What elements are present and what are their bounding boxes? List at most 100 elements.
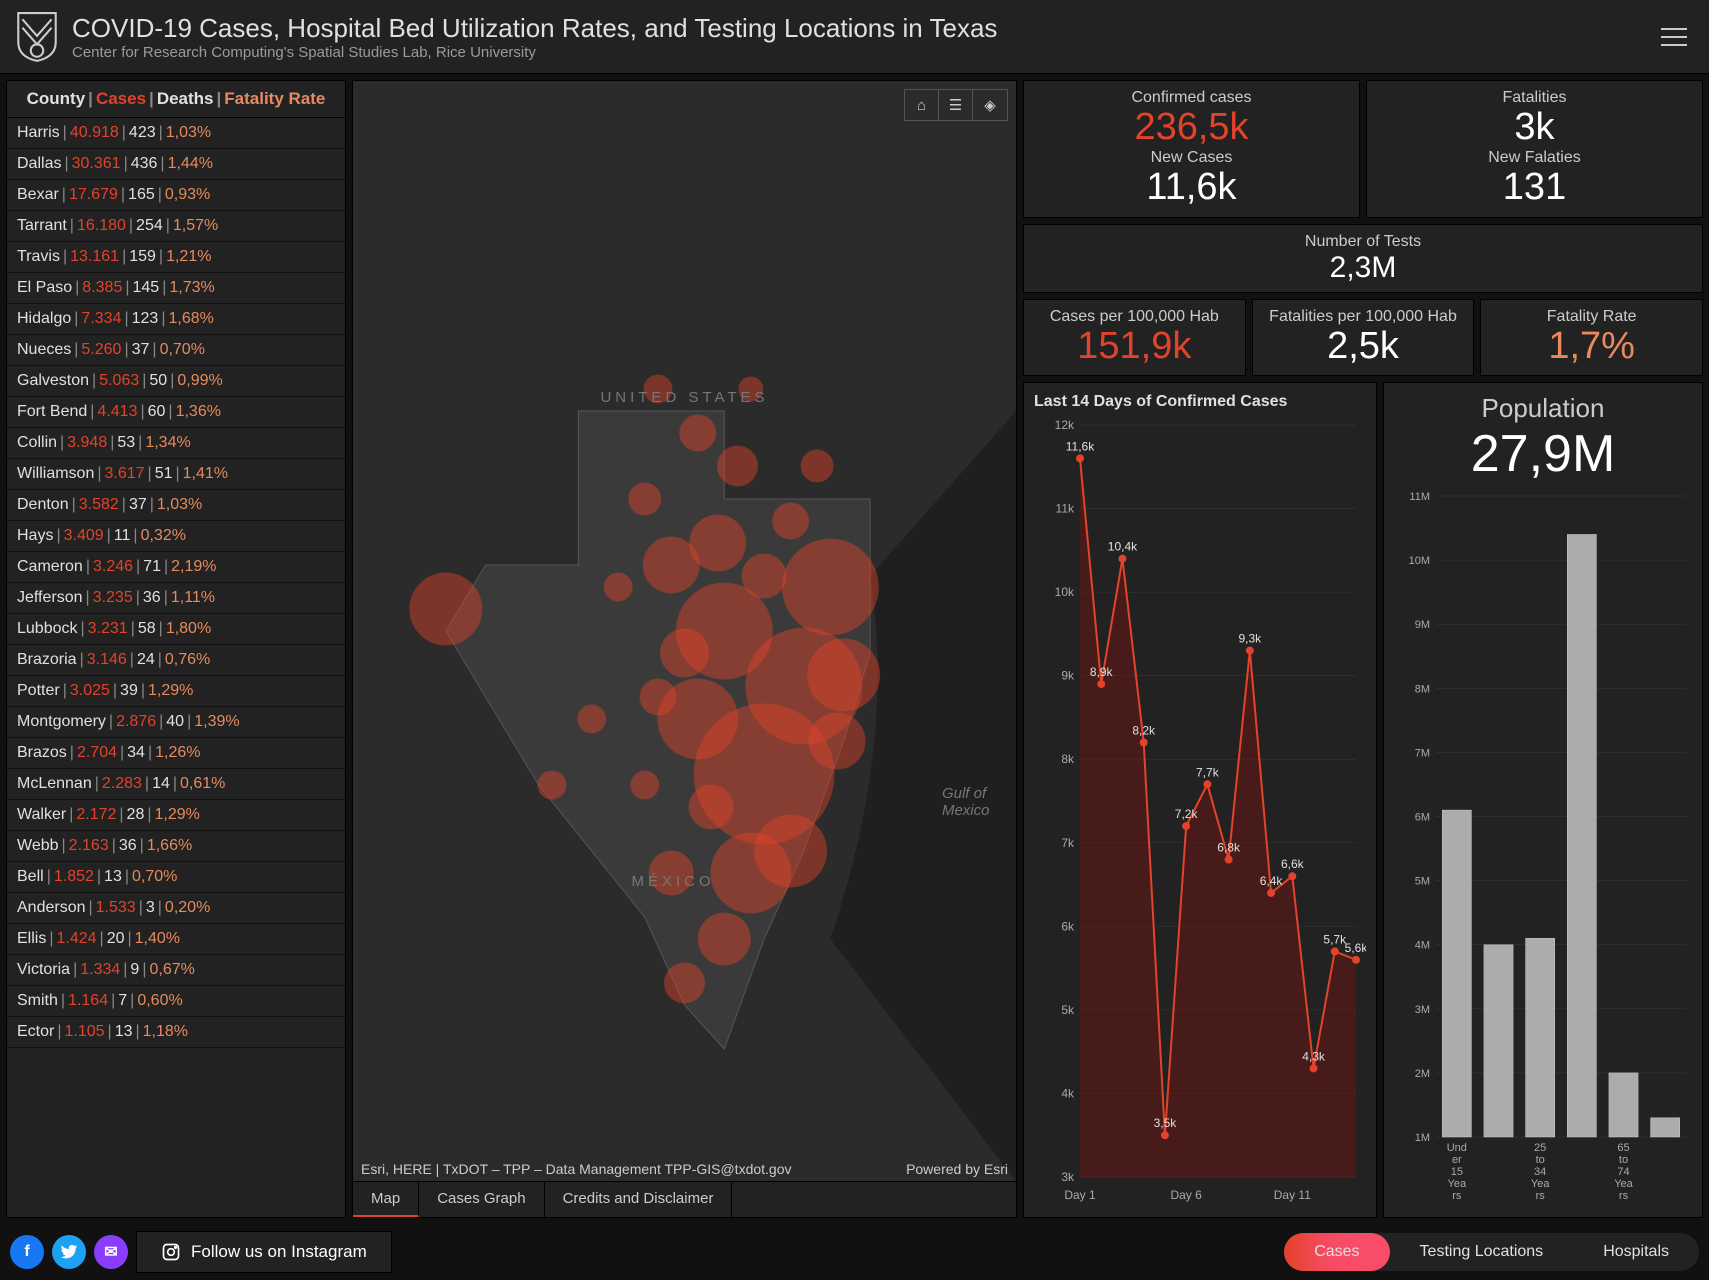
county-row[interactable]: Tarrant|16.180|254|1,57% xyxy=(7,211,345,242)
map-label-gulf: Gulf of Mexico xyxy=(942,785,990,819)
fatper-label: Fatalities per 100,000 Hab xyxy=(1263,308,1464,326)
svg-text:to: to xyxy=(1536,1154,1545,1166)
population-box: Population 27,9M 1M2M3M4M5M6M7M8M9M10M11… xyxy=(1383,382,1703,1218)
svg-text:6,6k: 6,6k xyxy=(1281,858,1305,872)
svg-text:Yea: Yea xyxy=(1614,1178,1633,1190)
segment-testing-locations[interactable]: Testing Locations xyxy=(1390,1233,1574,1271)
fatper-box: Fatalities per 100,000 Hab 2,5k xyxy=(1252,299,1475,377)
county-row[interactable]: Brazoria|3.146|24|0,76% xyxy=(7,645,345,676)
county-row[interactable]: Hays|3.409|11|0,32% xyxy=(7,521,345,552)
county-row[interactable]: Galveston|5.063|50|0,99% xyxy=(7,366,345,397)
svg-text:9M: 9M xyxy=(1415,620,1430,632)
map-attribution: Esri, HERE | TxDOT – TPP – Data Manageme… xyxy=(361,1161,1008,1177)
county-row[interactable]: Brazos|2.704|34|1,26% xyxy=(7,738,345,769)
instagram-button[interactable]: Follow us on Instagram xyxy=(136,1231,392,1273)
svg-text:5k: 5k xyxy=(1061,1003,1075,1017)
population-value: 27,9M xyxy=(1394,424,1692,484)
map-tab[interactable]: Cases Graph xyxy=(419,1182,544,1217)
segment-hospitals[interactable]: Hospitals xyxy=(1573,1233,1699,1271)
county-row[interactable]: Potter|3.025|39|1,29% xyxy=(7,676,345,707)
county-row[interactable]: Collin|3.948|53|1,34% xyxy=(7,428,345,459)
svg-text:6k: 6k xyxy=(1061,920,1075,934)
county-row[interactable]: Williamson|3.617|51|1,41% xyxy=(7,459,345,490)
county-row[interactable]: Hidalgo|7.334|123|1,68% xyxy=(7,304,345,335)
texas-map[interactable] xyxy=(353,81,1016,1181)
county-row[interactable]: El Paso|8.385|145|1,73% xyxy=(7,273,345,304)
county-row[interactable]: Ector|1.105|13|1,18% xyxy=(7,1017,345,1048)
svg-text:9k: 9k xyxy=(1061,669,1075,683)
svg-text:6,4k: 6,4k xyxy=(1260,874,1284,888)
svg-text:to: to xyxy=(1619,1154,1628,1166)
confirmed-value: 236,5k xyxy=(1034,107,1349,149)
svg-text:5,7k: 5,7k xyxy=(1323,933,1347,947)
county-row[interactable]: Webb|2.163|36|1,66% xyxy=(7,831,345,862)
county-row[interactable]: Harris|40.918|423|1,03% xyxy=(7,118,345,149)
county-row[interactable]: Cameron|3.246|71|2,19% xyxy=(7,552,345,583)
svg-text:rs: rs xyxy=(1619,1190,1629,1202)
county-row[interactable]: Montgomery|2.876|40|1,39% xyxy=(7,707,345,738)
county-row[interactable]: Walker|2.172|28|1,29% xyxy=(7,800,345,831)
fatrate-value: 1,7% xyxy=(1491,326,1692,368)
right-panel: Confirmed cases 236,5k New Cases 11,6k F… xyxy=(1023,80,1703,1218)
county-row[interactable]: Fort Bend|4.413|60|1,36% xyxy=(7,397,345,428)
newcases-label: New Cases xyxy=(1034,149,1349,167)
page-title: COVID-19 Cases, Hospital Bed Utilization… xyxy=(72,13,1647,44)
svg-text:4,3k: 4,3k xyxy=(1302,1050,1326,1064)
view-segment-control: CasesTesting LocationsHospitals xyxy=(1284,1233,1699,1271)
county-row[interactable]: Lubbock|3.231|58|1,80% xyxy=(7,614,345,645)
county-panel: County|Cases|Deaths|Fatality Rate Harris… xyxy=(6,80,346,1218)
facebook-button[interactable]: f xyxy=(10,1235,44,1269)
population-title: Population xyxy=(1394,393,1692,424)
svg-text:8M: 8M xyxy=(1415,684,1430,696)
casesper-label: Cases per 100,000 Hab xyxy=(1034,308,1235,326)
fatalities-value: 3k xyxy=(1377,107,1692,149)
county-row[interactable]: Travis|13.161|159|1,21% xyxy=(7,242,345,273)
map-home-button[interactable]: ⌂ xyxy=(905,90,939,120)
tests-box: Number of Tests 2,3M xyxy=(1023,224,1703,293)
county-row[interactable]: Nueces|5.260|37|0,70% xyxy=(7,335,345,366)
svg-text:6,8k: 6,8k xyxy=(1217,841,1241,855)
svg-text:8k: 8k xyxy=(1061,753,1075,767)
county-row[interactable]: Victoria|1.334|9|0,67% xyxy=(7,955,345,986)
county-row[interactable]: Bexar|17.679|165|0,93% xyxy=(7,180,345,211)
svg-text:8,9k: 8,9k xyxy=(1090,665,1114,679)
email-button[interactable]: ✉ xyxy=(94,1235,128,1269)
svg-text:8,2k: 8,2k xyxy=(1132,724,1156,738)
county-row[interactable]: Dallas|30.361|436|1,44% xyxy=(7,149,345,180)
svg-text:34: 34 xyxy=(1534,1166,1546,1178)
svg-text:Yea: Yea xyxy=(1448,1178,1467,1190)
col-fatality: Fatality Rate xyxy=(224,89,325,108)
map-label-us: UNITED STATES xyxy=(600,389,768,406)
map-legend-button[interactable]: ☰ xyxy=(939,90,973,120)
svg-text:10M: 10M xyxy=(1409,555,1430,567)
svg-text:11M: 11M xyxy=(1409,491,1430,503)
svg-text:12k: 12k xyxy=(1055,418,1075,432)
fatrate-box: Fatality Rate 1,7% xyxy=(1480,299,1703,377)
map-tab[interactable]: Map xyxy=(353,1182,419,1217)
svg-text:7,2k: 7,2k xyxy=(1175,807,1199,821)
instagram-label: Follow us on Instagram xyxy=(191,1242,367,1262)
footer: f ✉ Follow us on Instagram CasesTesting … xyxy=(0,1224,1709,1280)
county-row[interactable]: Denton|3.582|37|1,03% xyxy=(7,490,345,521)
map-layers-button[interactable]: ◈ xyxy=(973,90,1007,120)
col-county: County xyxy=(27,89,86,108)
map-container[interactable]: UNITED STATES MÉXICO Gulf of Mexico ⌂ ☰ … xyxy=(352,80,1017,1182)
center-panel: UNITED STATES MÉXICO Gulf of Mexico ⌂ ☰ … xyxy=(352,80,1017,1218)
twitter-button[interactable] xyxy=(52,1235,86,1269)
segment-cases[interactable]: Cases xyxy=(1284,1233,1389,1271)
county-row[interactable]: Smith|1.164|7|0,60% xyxy=(7,986,345,1017)
county-row[interactable]: Bell|1.852|13|0,70% xyxy=(7,862,345,893)
county-list[interactable]: Harris|40.918|423|1,03%Dallas|30.361|436… xyxy=(7,118,345,1217)
county-row[interactable]: Jefferson|3.235|36|1,11% xyxy=(7,583,345,614)
menu-button[interactable] xyxy=(1661,21,1693,53)
county-table-header: County|Cases|Deaths|Fatality Rate xyxy=(7,81,345,118)
county-row[interactable]: Anderson|1.533|3|0,20% xyxy=(7,893,345,924)
map-tab[interactable]: Credits and Disclaimer xyxy=(545,1182,733,1217)
svg-text:15: 15 xyxy=(1451,1166,1463,1178)
map-label-mexico: MÉXICO xyxy=(631,873,714,890)
county-row[interactable]: Ellis|1.424|20|1,40% xyxy=(7,924,345,955)
county-row[interactable]: McLennan|2.283|14|0,61% xyxy=(7,769,345,800)
line-chart-box: Last 14 Days of Confirmed Cases 3k4k5k6k… xyxy=(1023,382,1377,1218)
attrib-left: Esri, HERE | TxDOT – TPP – Data Manageme… xyxy=(361,1161,792,1177)
tests-label: Number of Tests xyxy=(1034,233,1692,251)
